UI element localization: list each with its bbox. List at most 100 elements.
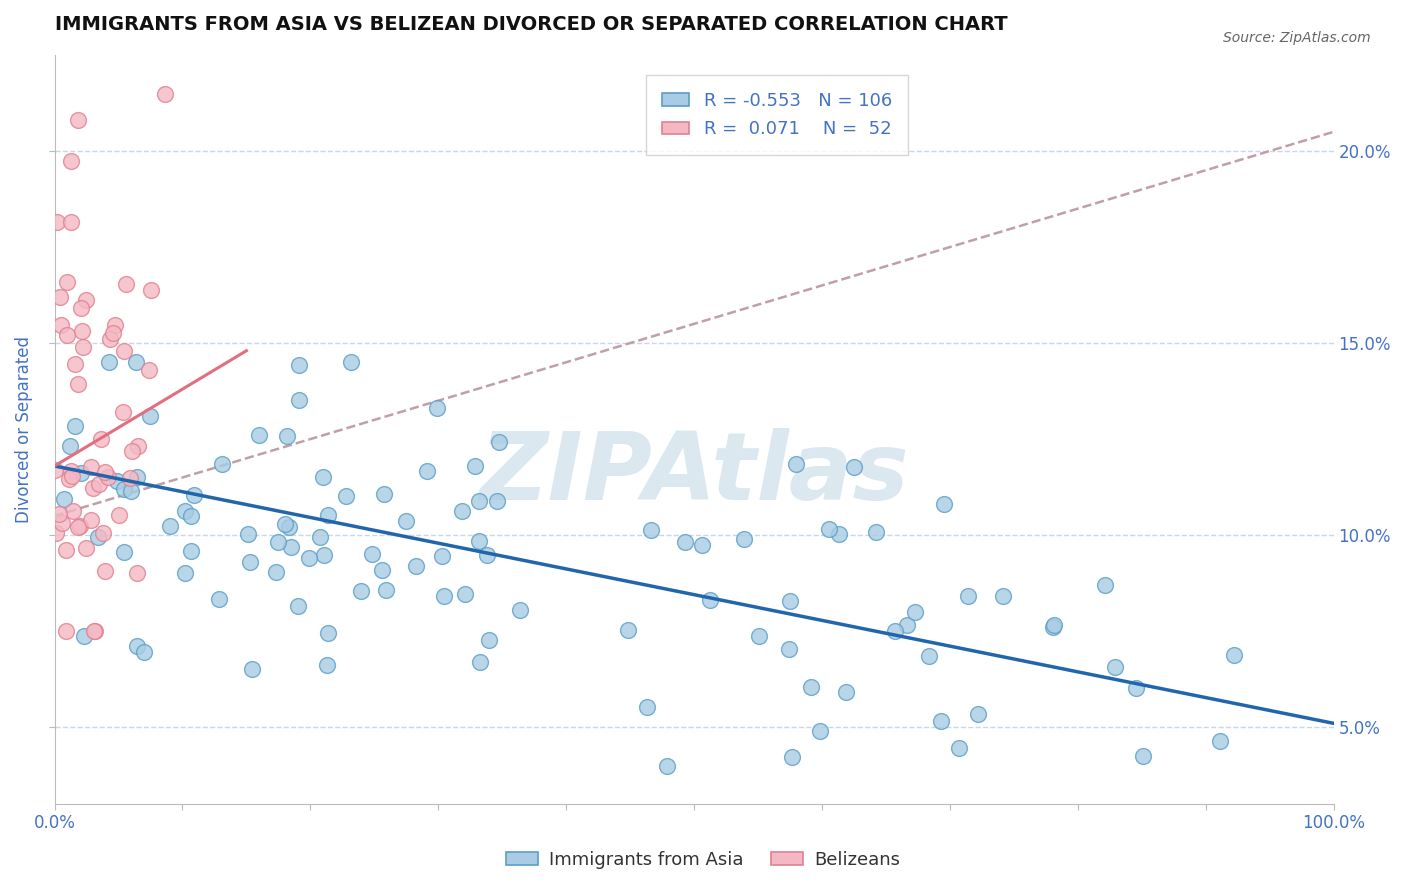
Point bbox=[75, 541, 97, 555]
Point bbox=[80, 513, 103, 527]
Point bbox=[127, 439, 149, 453]
Point bbox=[153, 87, 176, 101]
Point bbox=[267, 535, 290, 549]
Point bbox=[59, 153, 82, 168]
Point bbox=[690, 538, 713, 552]
Point bbox=[340, 355, 363, 369]
Point bbox=[65, 419, 87, 434]
Point bbox=[957, 589, 980, 603]
Point bbox=[138, 363, 160, 377]
Point bbox=[934, 497, 956, 511]
Point bbox=[785, 457, 807, 471]
Point bbox=[884, 624, 907, 638]
Point bbox=[1223, 648, 1246, 663]
Point bbox=[298, 551, 321, 566]
Point bbox=[207, 591, 229, 606]
Point bbox=[159, 519, 181, 533]
Point bbox=[83, 624, 105, 639]
Point bbox=[470, 655, 492, 669]
Point bbox=[180, 509, 202, 524]
Point bbox=[82, 481, 104, 495]
Point bbox=[55, 327, 77, 342]
Point bbox=[828, 526, 851, 541]
Point bbox=[132, 645, 155, 659]
Point bbox=[87, 530, 110, 544]
Point bbox=[125, 470, 148, 484]
Point bbox=[733, 532, 755, 546]
Point bbox=[93, 565, 115, 579]
Point bbox=[112, 482, 135, 496]
Point bbox=[51, 516, 73, 531]
Text: IMMIGRANTS FROM ASIA VS BELIZEAN DIVORCED OR SEPARATED CORRELATION CHART: IMMIGRANTS FROM ASIA VS BELIZEAN DIVORCE… bbox=[55, 15, 1007, 34]
Point bbox=[1043, 618, 1066, 632]
Point bbox=[308, 530, 330, 544]
Point bbox=[75, 293, 97, 308]
Text: ZIPAtlas: ZIPAtlas bbox=[479, 428, 908, 520]
Point bbox=[454, 587, 477, 601]
Point bbox=[115, 277, 138, 291]
Point bbox=[121, 443, 143, 458]
Point bbox=[1104, 659, 1126, 673]
Point bbox=[316, 508, 339, 523]
Point bbox=[432, 549, 454, 563]
Point bbox=[280, 540, 302, 554]
Point bbox=[312, 548, 335, 562]
Point bbox=[488, 434, 510, 449]
Point bbox=[49, 318, 72, 332]
Point bbox=[138, 409, 160, 424]
Point bbox=[287, 599, 309, 614]
Point bbox=[1125, 681, 1147, 695]
Point bbox=[120, 484, 142, 499]
Point bbox=[779, 593, 801, 607]
Point bbox=[59, 439, 82, 453]
Point bbox=[52, 492, 75, 507]
Point bbox=[335, 489, 357, 503]
Point bbox=[112, 544, 135, 558]
Point bbox=[94, 465, 117, 479]
Point bbox=[276, 429, 298, 443]
Point bbox=[112, 405, 135, 419]
Point bbox=[66, 113, 89, 128]
Point bbox=[98, 332, 121, 346]
Point bbox=[48, 507, 70, 521]
Point bbox=[929, 714, 952, 729]
Point bbox=[288, 358, 311, 372]
Point bbox=[59, 464, 82, 478]
Point bbox=[63, 357, 86, 371]
Point bbox=[69, 301, 91, 316]
Point bbox=[141, 283, 163, 297]
Point bbox=[98, 355, 121, 369]
Point bbox=[211, 457, 233, 471]
Point bbox=[486, 494, 509, 508]
Point bbox=[80, 460, 103, 475]
Point bbox=[174, 566, 197, 581]
Point bbox=[917, 648, 939, 663]
Point bbox=[395, 514, 418, 528]
Point bbox=[183, 488, 205, 502]
Point bbox=[91, 525, 114, 540]
Point bbox=[835, 685, 858, 699]
Point bbox=[55, 543, 77, 558]
Point bbox=[83, 624, 105, 639]
Point bbox=[288, 392, 311, 407]
Point bbox=[264, 566, 287, 580]
Point bbox=[1209, 733, 1232, 747]
Point bbox=[808, 724, 831, 739]
Point bbox=[617, 624, 640, 638]
Point bbox=[433, 589, 456, 603]
Point bbox=[62, 504, 84, 518]
Point bbox=[405, 558, 427, 573]
Point bbox=[278, 520, 301, 534]
Point bbox=[780, 750, 803, 764]
Y-axis label: Divorced or Separated: Divorced or Separated bbox=[15, 336, 32, 523]
Point bbox=[72, 629, 94, 643]
Point bbox=[274, 516, 297, 531]
Point bbox=[72, 340, 94, 354]
Point bbox=[748, 629, 770, 643]
Point bbox=[509, 603, 531, 617]
Point bbox=[108, 508, 131, 522]
Point bbox=[112, 343, 135, 358]
Point bbox=[673, 534, 696, 549]
Point bbox=[426, 401, 449, 416]
Point bbox=[60, 469, 83, 483]
